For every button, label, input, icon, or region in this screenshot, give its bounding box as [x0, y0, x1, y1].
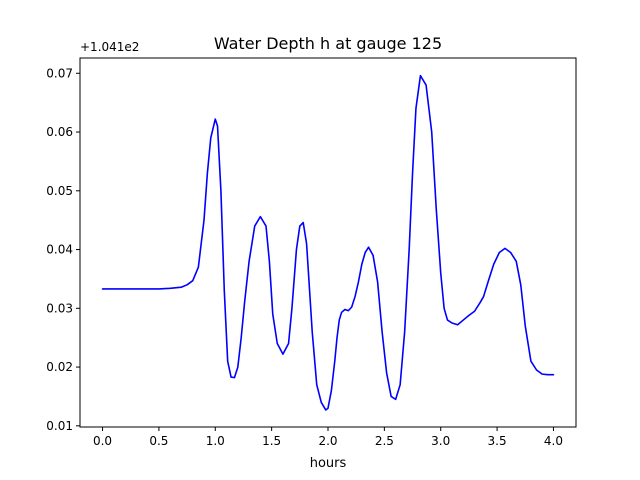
y-tick-label: 0.01	[46, 419, 73, 433]
x-tick-label: 2.5	[375, 434, 394, 448]
y-tick-label: 0.02	[46, 360, 73, 374]
x-tick-label: 0.0	[93, 434, 112, 448]
y-offset-label: +1.041e2	[80, 40, 139, 54]
plot-area: 0.0 0.5 1.0 1.5 2.0 2.5 3.0 3.5 4.0 0.01 0.02 0.03 0…	[46, 57, 577, 448]
chart-title: Water Depth h at gauge 125	[214, 34, 442, 53]
x-tick-label: 3.0	[431, 434, 450, 448]
series-line-0	[101, 74, 555, 411]
y-tick-label: 0.07	[46, 66, 73, 80]
y-tick-label: 0.06	[46, 125, 73, 139]
x-tick-label: 0.5	[149, 434, 168, 448]
x-tick-label: 2.0	[318, 434, 337, 448]
x-axis-label: hours	[310, 456, 347, 471]
y-tick-label: 0.05	[46, 184, 73, 198]
x-tick-label: 1.5	[262, 434, 281, 448]
x-tick-label: 4.0	[544, 434, 563, 448]
x-tick-label: 3.5	[488, 434, 507, 448]
x-tick-label: 1.0	[206, 434, 225, 448]
y-tick-label: 0.04	[46, 243, 73, 257]
y-tick-label: 0.03	[46, 301, 73, 315]
